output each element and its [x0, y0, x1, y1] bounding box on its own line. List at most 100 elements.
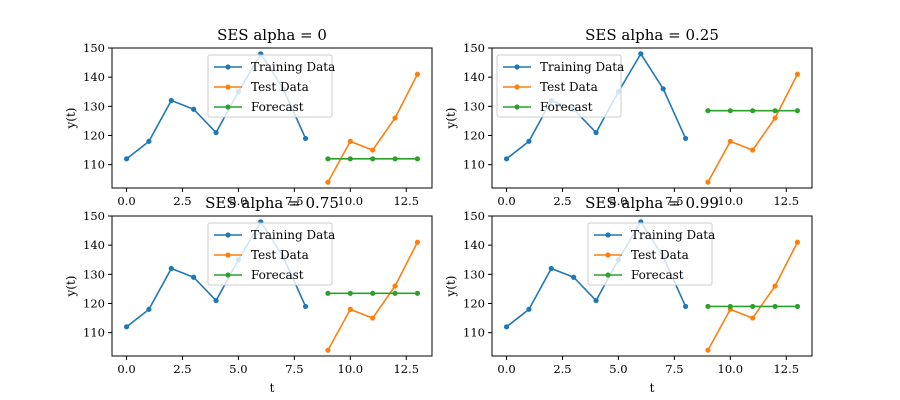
legend-swatch-marker — [605, 232, 611, 238]
x-tick-label: 12.5 — [393, 194, 419, 208]
legend: Training Data Test Data Forecast — [207, 222, 335, 286]
data-point — [392, 156, 398, 162]
y-axis-label: y(t) — [64, 276, 78, 298]
y-tick-label: 140 — [83, 238, 105, 252]
data-point — [660, 86, 666, 92]
y-tick-label: 150 — [83, 209, 105, 223]
x-tick-label: 2.5 — [553, 362, 571, 376]
data-point — [191, 106, 197, 112]
x-tick-label: 5.0 — [229, 362, 247, 376]
legend-label: Training Data — [540, 60, 624, 74]
data-point — [347, 156, 353, 162]
y-tick-label: 110 — [463, 326, 485, 340]
data-point — [146, 138, 152, 144]
data-point — [325, 156, 331, 162]
data-point — [794, 108, 801, 114]
y-axis-label: y(t) — [444, 108, 458, 130]
legend-box — [207, 222, 333, 286]
data-point — [772, 115, 778, 121]
x-tick-label: 12.5 — [393, 362, 419, 376]
y-tick-label: 120 — [83, 297, 105, 311]
y-tick-label: 110 — [83, 326, 105, 340]
legend-swatch-marker — [225, 64, 231, 70]
legend-swatch-marker — [225, 272, 231, 278]
data-point — [750, 108, 756, 114]
x-tick-label: 7.5 — [285, 194, 303, 208]
legend-label: Training Data — [631, 228, 715, 242]
y-tick-label: 150 — [83, 41, 105, 55]
legend-label: Test Data — [631, 248, 689, 262]
x-tick-label: 5.0 — [609, 194, 627, 208]
series-test-data — [325, 239, 421, 353]
data-point — [392, 115, 398, 121]
legend-label: Forecast — [251, 268, 304, 282]
y-tick-label: 120 — [463, 129, 485, 143]
y-tick-label: 130 — [83, 267, 105, 281]
y-tick-label: 120 — [463, 297, 485, 311]
data-point — [750, 303, 756, 310]
legend-box — [587, 222, 713, 286]
data-point — [370, 156, 376, 162]
y-tick-label: 150 — [463, 41, 485, 55]
legend-box — [207, 54, 333, 118]
data-point — [794, 303, 801, 310]
legend-swatch-marker — [225, 84, 231, 90]
x-tick-label: 7.5 — [665, 362, 683, 376]
data-point — [526, 306, 532, 312]
data-point — [370, 290, 376, 296]
data-point — [302, 135, 309, 142]
y-tick-label: 130 — [83, 99, 105, 113]
data-point — [123, 324, 130, 330]
data-point — [325, 347, 331, 353]
series-test-data — [705, 71, 801, 185]
data-point — [168, 265, 174, 272]
legend-box — [496, 54, 622, 118]
legend-swatch-marker — [225, 104, 231, 110]
x-tick-label: 10.0 — [338, 362, 364, 376]
legend-swatch-marker — [225, 232, 231, 238]
y-tick-label: 140 — [83, 70, 105, 84]
data-point — [593, 297, 599, 304]
data-point — [794, 239, 801, 245]
x-tick-label: 10.0 — [718, 362, 744, 376]
x-tick-label: 0.0 — [117, 362, 135, 376]
x-tick-label: 0.0 — [117, 194, 135, 208]
data-point — [414, 71, 421, 77]
legend: Training Data Test Data Forecast — [587, 222, 715, 286]
data-point — [347, 306, 353, 312]
data-point — [705, 108, 711, 114]
data-point — [593, 129, 599, 136]
y-axis-label: y(t) — [64, 108, 78, 130]
x-tick-label: 12.5 — [773, 194, 799, 208]
legend-label: Test Data — [540, 80, 598, 94]
y-tick-label: 140 — [463, 70, 485, 84]
data-point — [772, 108, 778, 114]
x-tick-label: 2.5 — [553, 194, 571, 208]
y-tick-label: 150 — [463, 209, 485, 223]
x-tick-label: 10.0 — [718, 194, 744, 208]
data-point — [392, 290, 398, 296]
data-point — [370, 147, 376, 153]
x-tick-label: 7.5 — [665, 194, 683, 208]
legend-swatch-marker — [605, 272, 611, 278]
data-point — [123, 156, 130, 162]
legend-label: Test Data — [251, 248, 309, 262]
legend: Training Data Test Data Forecast — [207, 54, 335, 118]
subplot-1: 0.0 2.5 5.0 7.5 10.0 12.5 110 120 130 140 150 y(t) S… — [64, 26, 433, 208]
data-point — [325, 179, 331, 185]
data-point — [392, 283, 398, 289]
legend: Training Data Test Data Forecast — [496, 54, 624, 118]
plot-frame — [111, 215, 433, 357]
data-point — [794, 71, 801, 77]
data-point — [727, 303, 733, 310]
x-tick-label: 5.0 — [229, 194, 247, 208]
legend-label: Training Data — [251, 60, 335, 74]
chart-title: SES alpha = 0 — [217, 26, 327, 44]
plot-frame — [491, 215, 813, 357]
x-tick-label: 2.5 — [173, 362, 191, 376]
data-point — [213, 129, 219, 136]
data-point — [213, 297, 219, 304]
data-point — [705, 179, 711, 185]
